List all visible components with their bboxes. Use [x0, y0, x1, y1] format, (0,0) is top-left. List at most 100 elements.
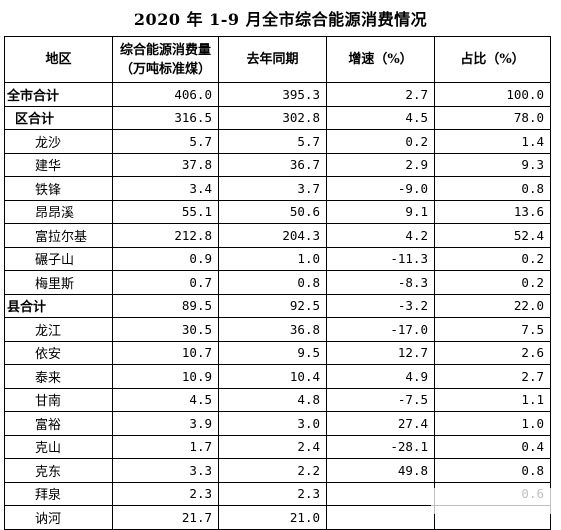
table-row: 昂昂溪 55.1 50.6 9.1 13.6 — [4, 199, 551, 224]
consumption-cell: 0.7 — [112, 270, 219, 295]
last-year-cell: 2.4 — [218, 434, 327, 459]
consumption-cell: 4.5 — [112, 387, 219, 412]
table-row: 克东 3.3 2.2 49.8 0.8 — [4, 458, 551, 483]
last-year-cell: 36.8 — [218, 317, 327, 342]
growth-cell: 0.2 — [326, 129, 435, 154]
share-cell: 1.1 — [434, 387, 551, 412]
table-row: 富拉尔基 212.8 204.3 4.2 52.4 — [4, 223, 551, 248]
consumption-cell: 406.0 — [112, 82, 219, 107]
consumption-cell: 10.7 — [112, 340, 219, 365]
region-cell: 依安 — [4, 340, 113, 365]
table-row: 区合计 316.5 302.8 4.5 78.0 — [4, 105, 551, 130]
share-cell: 1.0 — [434, 411, 551, 436]
last-year-cell: 9.5 — [218, 340, 327, 365]
table-row: 县合计 89.5 92.5 -3.2 22.0 — [4, 293, 551, 318]
share-cell: 0.2 — [434, 270, 551, 295]
region-cell: 全市合计 — [4, 82, 113, 107]
growth-cell: 4.5 — [326, 105, 435, 130]
growth-cell: 9.1 — [326, 199, 435, 224]
region-cell: 区合计 — [4, 105, 113, 130]
consumption-cell: 212.8 — [112, 223, 219, 248]
last-year-cell: 204.3 — [218, 223, 327, 248]
consumption-cell: 0.9 — [112, 246, 219, 271]
region-cell: 克山 — [4, 434, 113, 459]
consumption-cell: 37.8 — [112, 152, 219, 177]
growth-cell: -17.0 — [326, 317, 435, 342]
table-header-row: 地区 综合能源消费量 （万吨标准煤） 去年同期 增速（%） 占比（%） — [4, 36, 551, 83]
page-title: 2020 年 1-9 月全市综合能源消费情况 — [133, 10, 428, 29]
table-body: 全市合计 406.0 395.3 2.7 100.0 区合计 316.5 302.8 4.5 78… — [4, 82, 551, 530]
last-year-cell: 1.0 — [218, 246, 327, 271]
region-cell: 龙江 — [4, 317, 113, 342]
growth-cell: -11.3 — [326, 246, 435, 271]
share-cell: 100.0 — [434, 82, 551, 107]
consumption-cell: 55.1 — [112, 199, 219, 224]
consumption-cell: 3.3 — [112, 458, 219, 483]
last-year-cell: 21.0 — [218, 505, 327, 530]
last-year-cell: 36.7 — [218, 152, 327, 177]
share-cell: 78.0 — [434, 105, 551, 130]
share-cell: 0.8 — [434, 458, 551, 483]
table-row: 碾子山 0.9 1.0 -11.3 0.2 — [4, 246, 551, 271]
consumption-cell: 1.7 — [112, 434, 219, 459]
consumption-cell: 316.5 — [112, 105, 219, 130]
last-year-cell: 4.8 — [218, 387, 327, 412]
region-cell: 泰来 — [4, 364, 113, 389]
growth-cell: -28.1 — [326, 434, 435, 459]
share-cell: 1.4 — [434, 129, 551, 154]
header-last-year: 去年同期 — [218, 36, 327, 83]
region-cell: 龙沙 — [4, 129, 113, 154]
table-row: 建华 37.8 36.7 2.9 9.3 — [4, 152, 551, 177]
growth-cell: -7.5 — [326, 387, 435, 412]
consumption-cell: 10.9 — [112, 364, 219, 389]
table-row: 龙沙 5.7 5.7 0.2 1.4 — [4, 129, 551, 154]
growth-cell: 4.2 — [326, 223, 435, 248]
consumption-cell: 21.7 — [112, 505, 219, 530]
table-row: 依安 10.7 9.5 12.7 2.6 — [4, 340, 551, 365]
growth-cell: 2.7 — [326, 82, 435, 107]
region-cell: 讷河 — [4, 505, 113, 530]
consumption-cell: 2.3 — [112, 481, 219, 506]
last-year-cell: 3.7 — [218, 176, 327, 201]
share-cell: 0.4 — [434, 434, 551, 459]
header-consumption-line2: （万吨标准煤） — [119, 61, 211, 77]
table-row: 泰来 10.9 10.4 4.9 2.7 — [4, 364, 551, 389]
last-year-cell: 0.8 — [218, 270, 327, 295]
region-cell: 县合计 — [4, 293, 113, 318]
header-growth: 增速（%） — [326, 36, 435, 83]
region-cell: 甘南 — [4, 387, 113, 412]
consumption-cell: 89.5 — [112, 293, 219, 318]
growth-cell: 12.7 — [326, 340, 435, 365]
last-year-cell: 5.7 — [218, 129, 327, 154]
growth-cell: 49.8 — [326, 458, 435, 483]
growth-cell: -9.0 — [326, 176, 435, 201]
region-cell: 梅里斯 — [4, 270, 113, 295]
region-cell: 克东 — [4, 458, 113, 483]
growth-cell — [326, 481, 435, 506]
header-share: 占比（%） — [434, 36, 551, 83]
table-row: 克山 1.7 2.4 -28.1 0.4 — [4, 434, 551, 459]
growth-cell — [326, 505, 435, 530]
region-cell: 昂昂溪 — [4, 199, 113, 224]
table-row: 甘南 4.5 4.8 -7.5 1.1 — [4, 387, 551, 412]
energy-consumption-table: 地区 综合能源消费量 （万吨标准煤） 去年同期 增速（%） 占比（%） 全市合计… — [4, 36, 551, 530]
last-year-cell: 92.5 — [218, 293, 327, 318]
table-row: 龙江 30.5 36.8 -17.0 7.5 — [4, 317, 551, 342]
watermark-overlay — [431, 488, 551, 514]
share-cell: 2.7 — [434, 364, 551, 389]
share-cell: 52.4 — [434, 223, 551, 248]
growth-cell: 27.4 — [326, 411, 435, 436]
consumption-cell: 3.9 — [112, 411, 219, 436]
header-consumption-line1: 综合能源消费量 — [119, 42, 211, 58]
last-year-cell: 3.0 — [218, 411, 327, 436]
last-year-cell: 395.3 — [218, 82, 327, 107]
consumption-cell: 30.5 — [112, 317, 219, 342]
header-consumption: 综合能源消费量 （万吨标准煤） — [112, 36, 219, 83]
share-cell: 9.3 — [434, 152, 551, 177]
table-row: 铁锋 3.4 3.7 -9.0 0.8 — [4, 176, 551, 201]
region-cell: 建华 — [4, 152, 113, 177]
table-row: 梅里斯 0.7 0.8 -8.3 0.2 — [4, 270, 551, 295]
table-row: 全市合计 406.0 395.3 2.7 100.0 — [4, 82, 551, 107]
header-region: 地区 — [4, 36, 113, 83]
last-year-cell: 2.3 — [218, 481, 327, 506]
